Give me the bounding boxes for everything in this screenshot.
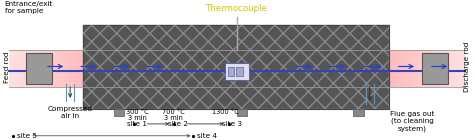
Text: Entrance/exit
for sample: Entrance/exit for sample: [5, 1, 53, 14]
Text: site 4: site 4: [197, 133, 217, 139]
Text: site 3: site 3: [222, 121, 242, 127]
Text: Feed rod: Feed rod: [4, 52, 10, 83]
Bar: [237, 108, 247, 116]
Text: 700 °C
3 min: 700 °C 3 min: [162, 108, 184, 122]
Bar: [236, 66, 243, 76]
Bar: [83, 25, 389, 109]
Text: site 5: site 5: [17, 133, 36, 139]
Text: Thermocouple: Thermocouple: [206, 4, 268, 13]
Bar: [114, 108, 124, 116]
Text: site 1: site 1: [128, 121, 147, 127]
Bar: [225, 63, 249, 80]
Text: site 2: site 2: [168, 121, 188, 127]
Bar: [228, 66, 234, 76]
Text: 1300 °C: 1300 °C: [212, 108, 238, 115]
Text: Discharge rod: Discharge rod: [464, 42, 470, 92]
Bar: [26, 53, 52, 84]
Text: 300 °C
3 min: 300 °C 3 min: [126, 108, 149, 122]
Bar: [83, 25, 389, 109]
Text: Flue gas out
(to cleaning
system): Flue gas out (to cleaning system): [390, 111, 435, 132]
Text: Compressed
air in: Compressed air in: [48, 106, 92, 119]
Bar: [422, 53, 448, 84]
Bar: [353, 108, 364, 116]
